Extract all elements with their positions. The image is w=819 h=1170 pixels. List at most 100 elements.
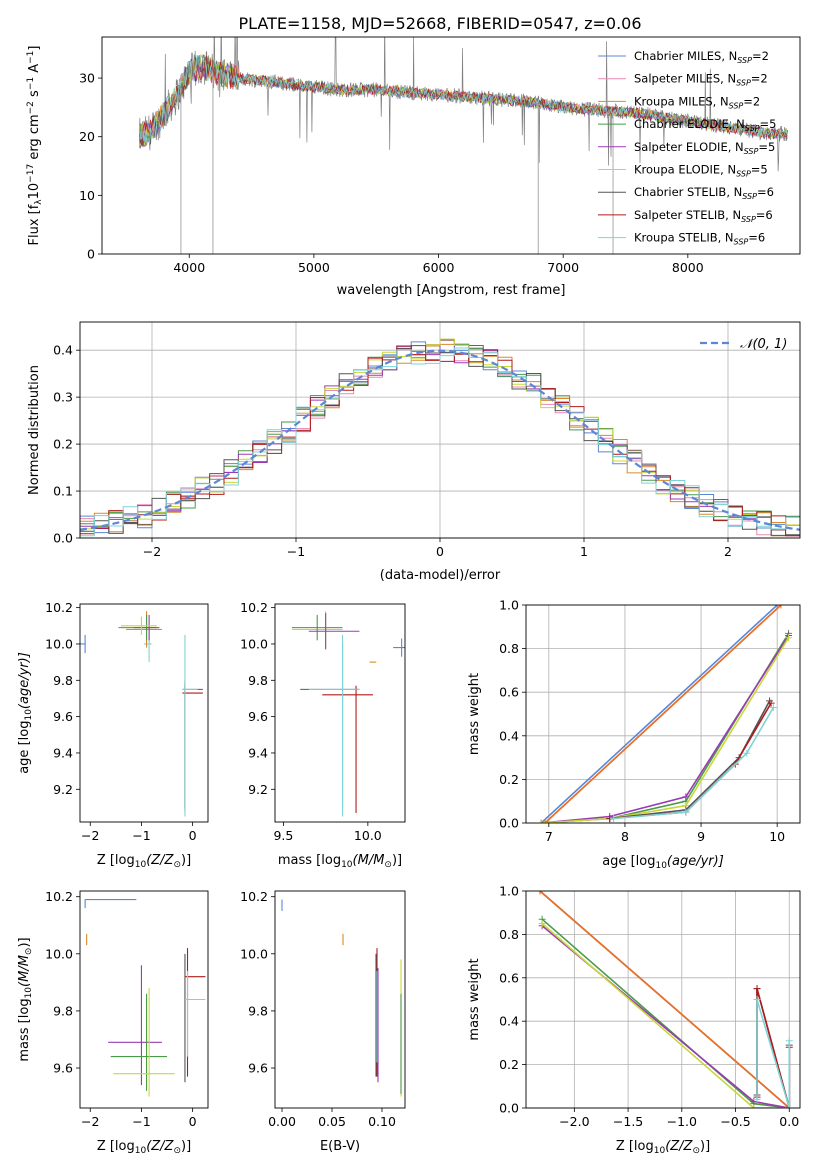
mass-weight-marker [773,605,781,609]
y-axis-label: Normed distribution [27,365,42,495]
mass-weight-line [541,918,790,1108]
y-tick-label: 0.6 [499,970,519,985]
mass-weight-line [541,635,790,823]
x-axis-label: wavelength [Angstrom, rest frame] [337,283,566,298]
x-tick-label: 2 [724,544,732,559]
axes-frame [79,603,209,823]
mass-weight-line [541,632,790,823]
mass-weight-marker [743,749,751,757]
mass-weight-line [609,702,772,820]
x-tick-label: −2 [143,544,161,559]
y-tick-label: 10.0 [240,946,268,961]
x-axis-label: (data-model)/error [380,568,501,583]
mass-weight-line [539,891,790,1108]
y-tick-label: 0.1 [53,484,73,499]
errorbar-point [110,993,168,1091]
errorbar-point [184,970,206,1057]
x-tick-label: −1.5 [613,1114,643,1129]
x-tick-label: 7000 [547,260,579,275]
errorbar-point [322,685,373,813]
y-tick-label: 0.8 [499,927,519,942]
y-tick-label: 9.4 [53,745,73,760]
axes-frame [79,321,801,539]
y-axis-label: age [log10(age/yr)] [17,652,34,774]
y-tick-label: 0.4 [499,728,519,743]
age-vs-mass-axes: 9.5 10.0 9.2 9.4 9.6 9.8 10.0 10.2 [240,600,382,843]
spectrum-axes: 4000 5000 6000 7000 8000 0 10 20 30 [79,71,704,275]
mass-weight-line [540,605,778,823]
mass-weight-line [541,922,790,1108]
mass-weight-marker [610,815,618,823]
mass-weight-marker [767,699,775,707]
y-tick-label: 9.6 [53,1061,73,1076]
x-tick-label: −2 [81,828,99,843]
x-tick-label: 8000 [672,260,704,275]
y-tick-label: 9.8 [53,1003,73,1018]
legend-entry: Chabrier MILES, NSSP=2 [634,49,769,65]
mass-vs-z-plot-area [84,899,206,1097]
model-spectrum-line [139,54,788,148]
axes-frame [274,890,406,1109]
x-tick-label: 0.10 [368,1114,396,1129]
y-tick-label: 10.2 [240,600,268,615]
errorbar-point [291,614,343,641]
x-tick-label: −1 [132,828,150,843]
x-tick-label: 10.0 [354,828,382,843]
x-tick-label: −2.0 [559,1114,589,1129]
residual-histogram [80,347,800,537]
mass-vs-ebv-axes: 0.00 0.05 0.10 9.6 9.8 10.0 10.2 [240,889,396,1129]
y-axis-label: Flux [fλ10−17 erg cm−2 s−1 A−1] [26,46,44,246]
legend-entry: Salpeter ELODIE, NSSP=5 [634,140,775,156]
y-tick-label: 9.4 [248,745,268,760]
mass-weight-marker [769,703,777,711]
legend-entry: 𝒩(0, 1) [740,337,787,352]
legend-entry: Chabrier ELODIE, NSSP=5 [634,117,776,133]
x-axis-label: Z [log10(Z/Z⊙)] [616,1139,710,1156]
mass-weight-line [541,925,790,1108]
y-tick-label: 0.4 [499,1014,519,1029]
y-tick-label: 9.6 [248,709,268,724]
y-tick-label: 0.0 [499,816,519,831]
x-tick-label: 0.0 [779,1114,799,1129]
errorbar-point [113,988,175,1097]
y-tick-label: 9.6 [248,1061,268,1076]
mass-vs-ebv-plot-area [281,899,402,1097]
errorbar-point [84,899,137,909]
errorbar-point [126,611,162,648]
y-tick-label: 9.8 [248,673,268,688]
y-tick-label: 10.0 [45,946,73,961]
mass-weight-line [544,605,782,823]
y-tick-label: 10.2 [45,889,73,904]
axes-frame [525,890,801,1109]
x-tick-label: −0.5 [720,1114,750,1129]
x-tick-label: 4000 [173,260,205,275]
x-tick-label: 0.00 [268,1114,296,1129]
x-axis-label: E(B-V) [320,1139,360,1154]
x-tick-label: 9 [697,829,705,844]
mass-weight-marker [785,634,793,642]
mass-weight-marker [682,793,690,801]
x-tick-label: 10 [769,829,785,844]
y-tick-label: 0.3 [53,390,73,405]
x-tick-label: 6000 [423,260,455,275]
y-tick-label: 10.0 [240,636,268,651]
y-tick-label: 0.2 [499,1057,519,1072]
errorbar-point [308,613,360,650]
axes-frame [525,604,801,824]
mass-weight-marker [538,920,546,928]
mass-weight-vs-age-plot-area [537,605,793,823]
legend-entry: Salpeter STELIB, NSSP=6 [634,208,773,224]
normal-curve [80,349,800,531]
mass-weight-marker [541,819,549,823]
y-tick-label: 0 [87,247,95,262]
y-axis-label: mass [log10(M/M⊙)] [17,937,34,1061]
residuals-plot-area [80,338,800,537]
x-tick-label: 0 [436,544,444,559]
x-tick-label: −1 [287,544,305,559]
errorbar-point [133,614,160,641]
mass-weight-line [613,707,775,820]
x-tick-label: −1 [132,1114,150,1129]
mass-vs-z-axes: −2 −1 0 9.6 9.8 10.0 10.2 [45,889,197,1129]
